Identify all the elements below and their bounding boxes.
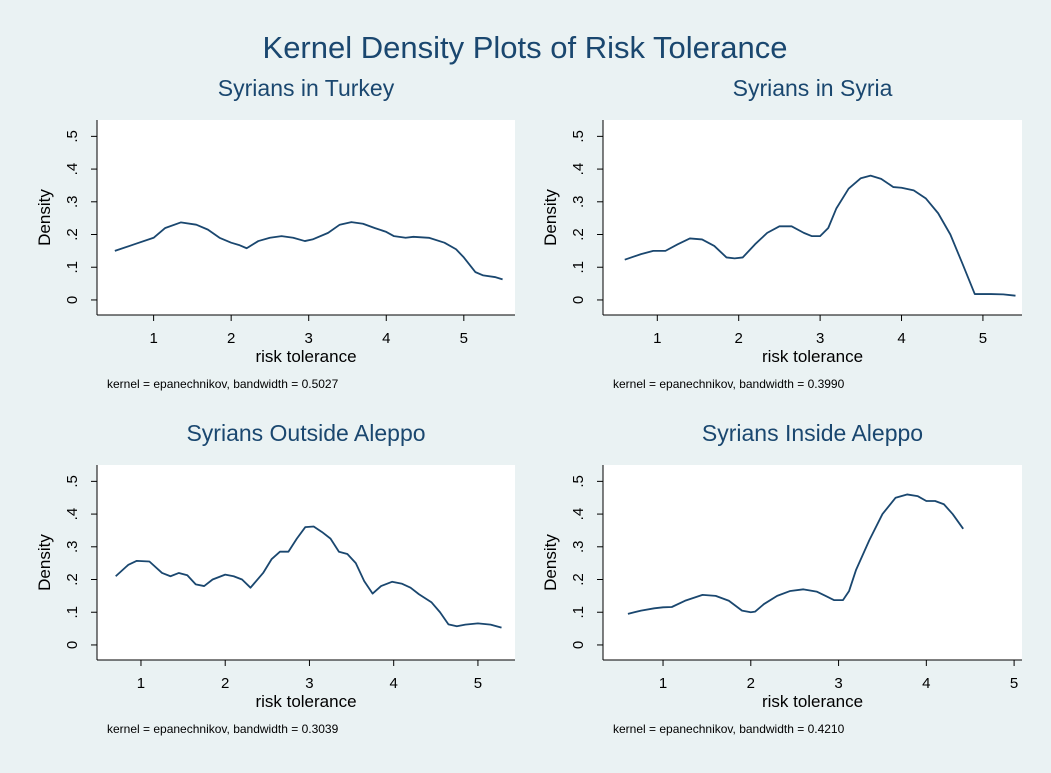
y-tick-label: .3	[64, 541, 81, 554]
y-tick-label: .5	[570, 130, 587, 143]
x-axis-label: risk tolerance	[255, 347, 356, 366]
panel-title: Syrians Outside Aleppo	[186, 420, 425, 446]
x-tick-label: 2	[747, 675, 755, 692]
y-tick-label: .4	[64, 163, 81, 176]
x-tick-label: 4	[922, 675, 930, 692]
y-tick-label: .4	[64, 508, 81, 521]
y-tick-label: 0	[570, 641, 587, 649]
y-axis-label: Density	[35, 534, 54, 591]
note: kernel = epanechnikov, bandwidth = 0.421…	[613, 722, 845, 736]
x-tick-label: 1	[149, 330, 157, 347]
panel-title: Syrians in Turkey	[218, 75, 395, 101]
y-axis-label: Density	[541, 189, 560, 246]
note: kernel = epanechnikov, bandwidth = 0.303…	[107, 722, 339, 736]
x-tick-label: 5	[474, 675, 482, 692]
plot-region	[603, 120, 1022, 315]
y-tick-label: .2	[64, 573, 81, 586]
x-tick-label: 3	[816, 330, 824, 347]
y-tick-label: .1	[570, 261, 587, 274]
y-tick-label: 0	[570, 296, 587, 304]
y-tick-label: .1	[64, 606, 81, 619]
y-tick-label: .2	[570, 228, 587, 241]
y-axis-label: Density	[541, 534, 560, 591]
y-tick-label: .1	[570, 606, 587, 619]
y-tick-label: .3	[64, 196, 81, 209]
x-axis-label: risk tolerance	[255, 692, 356, 711]
y-tick-label: 0	[64, 641, 81, 649]
x-tick-label: 3	[305, 330, 313, 347]
x-tick-label: 3	[834, 675, 842, 692]
x-axis-label: risk tolerance	[762, 692, 863, 711]
y-tick-label: .2	[64, 228, 81, 241]
x-tick-label: 2	[227, 330, 235, 347]
x-tick-label: 5	[1010, 675, 1018, 692]
density-line	[624, 174, 1016, 297]
x-tick-label: 4	[382, 330, 390, 347]
y-tick-label: .1	[64, 261, 81, 274]
x-axis-label: risk tolerance	[762, 347, 863, 366]
y-tick-label: .3	[570, 196, 587, 209]
x-tick-label: 1	[653, 330, 661, 347]
x-tick-label: 5	[460, 330, 468, 347]
density-line	[114, 221, 503, 281]
y-axis-label: Density	[35, 189, 54, 246]
panel-title: Syrians Inside Aleppo	[702, 420, 923, 446]
y-tick-label: .5	[64, 130, 81, 143]
plot-region	[603, 465, 1022, 660]
y-tick-label: .2	[570, 573, 587, 586]
x-tick-label: 4	[390, 675, 398, 692]
x-tick-label: 2	[735, 330, 743, 347]
x-tick-label: 3	[305, 675, 313, 692]
y-tick-label: .5	[570, 475, 587, 488]
plot-region	[97, 465, 515, 660]
x-tick-label: 4	[897, 330, 905, 347]
x-tick-label: 5	[979, 330, 987, 347]
x-tick-label: 1	[137, 675, 145, 692]
plot-region	[97, 120, 515, 315]
note: kernel = epanechnikov, bandwidth = 0.399…	[613, 377, 845, 391]
note: kernel = epanechnikov, bandwidth = 0.502…	[107, 377, 339, 391]
density-line	[627, 493, 964, 615]
panel-title: Syrians in Syria	[733, 75, 893, 101]
x-tick-label: 1	[659, 675, 667, 692]
x-tick-label: 2	[221, 675, 229, 692]
main-title: Kernel Density Plots of Risk Tolerance	[263, 30, 788, 65]
y-tick-label: .3	[570, 541, 587, 554]
density-line	[115, 525, 502, 629]
y-tick-label: .5	[64, 475, 81, 488]
y-tick-label: .4	[570, 508, 587, 521]
y-tick-label: .4	[570, 163, 587, 176]
y-tick-label: 0	[64, 296, 81, 304]
